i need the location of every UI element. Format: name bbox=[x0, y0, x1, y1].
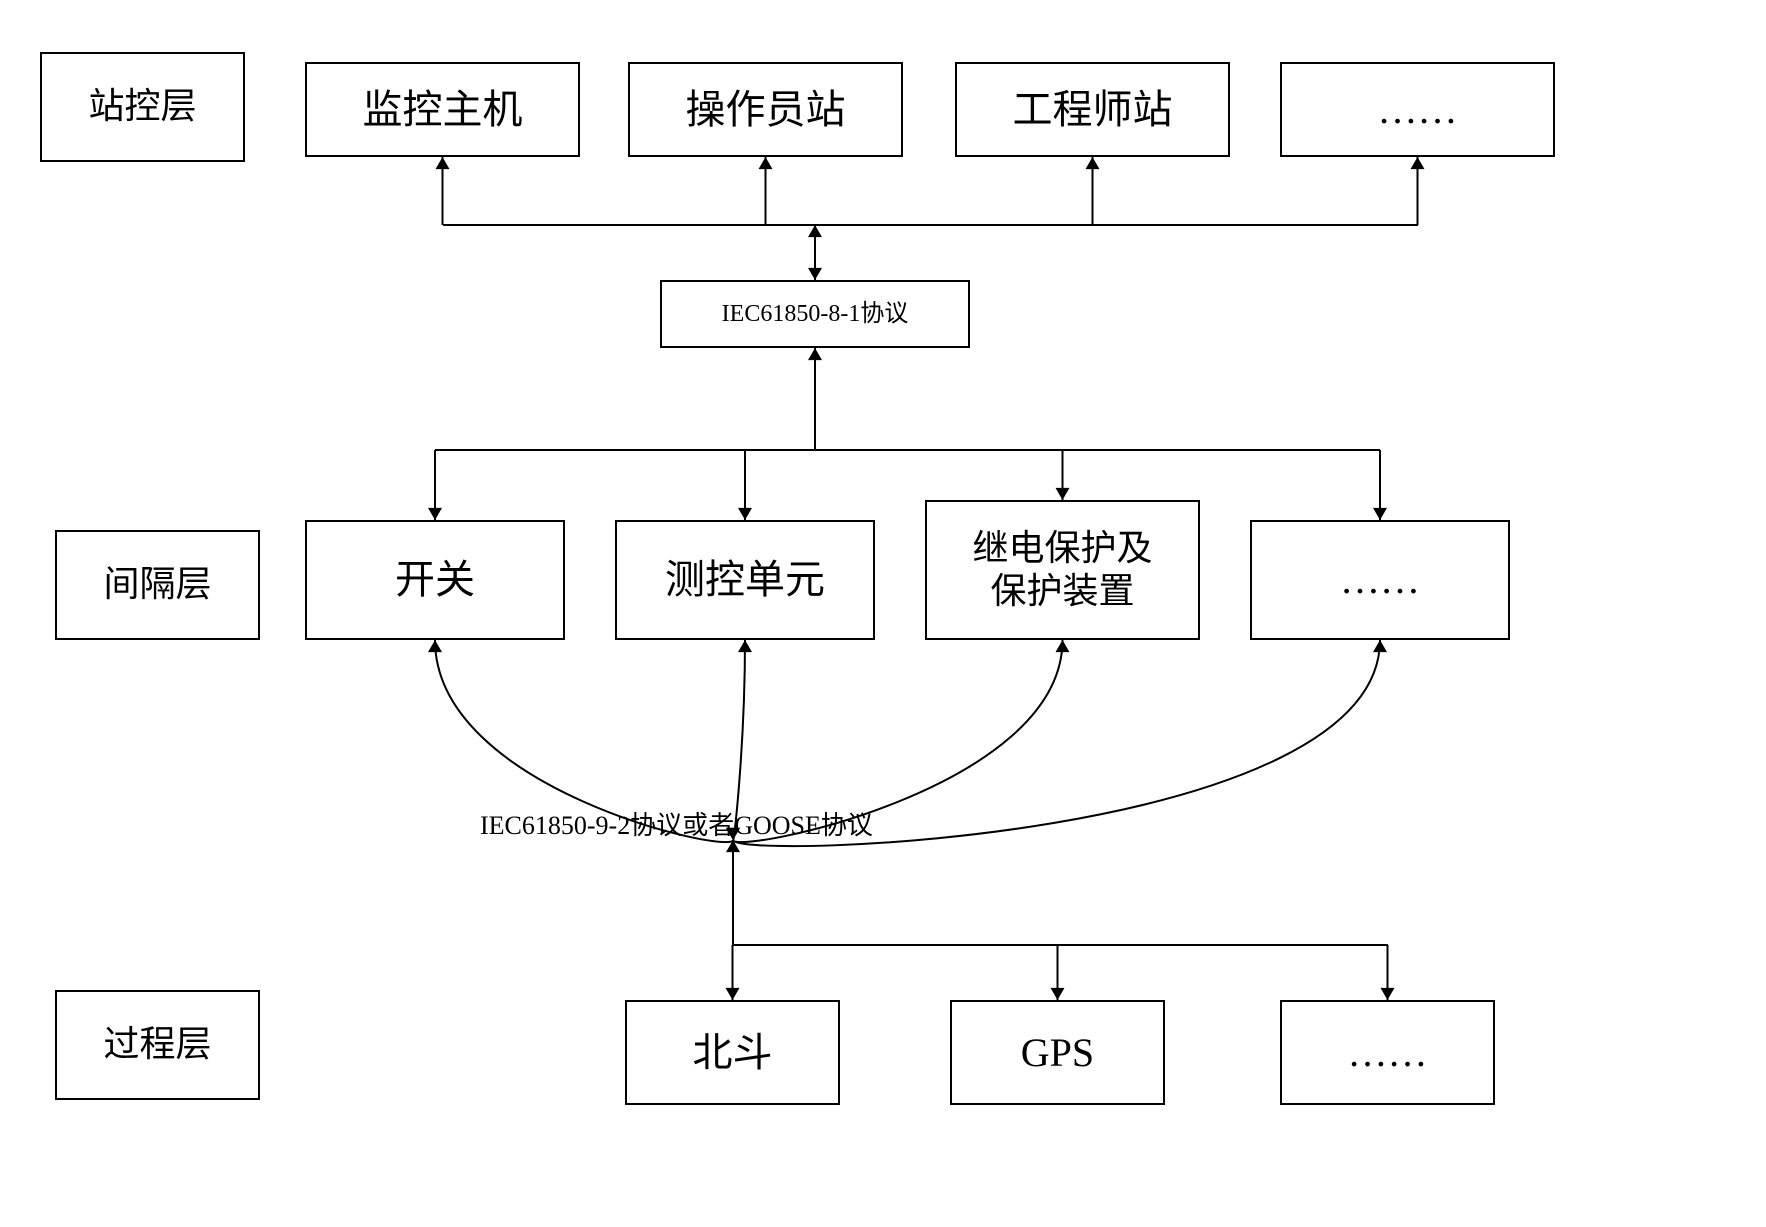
node-n1d: …… bbox=[1280, 62, 1555, 157]
node-n3b: GPS bbox=[950, 1000, 1165, 1105]
node-layer1: 站控层 bbox=[40, 52, 245, 162]
node-n2a: 开关 bbox=[305, 520, 565, 640]
node-label: 站控层 bbox=[88, 85, 196, 128]
node-label: …… bbox=[1348, 1029, 1428, 1077]
node-label: …… bbox=[1378, 86, 1458, 134]
node-n3a: 北斗 bbox=[625, 1000, 840, 1105]
node-label: 工程师站 bbox=[1013, 86, 1173, 134]
node-label: 开关 bbox=[395, 556, 475, 604]
node-label: 监控主机 bbox=[363, 86, 523, 134]
node-layer3: 过程层 bbox=[55, 990, 260, 1100]
node-n2c: 继电保护及 保护装置 bbox=[925, 500, 1200, 640]
node-label: 操作员站 bbox=[686, 86, 846, 134]
node-n2b: 测控单元 bbox=[615, 520, 875, 640]
free-label-proto2: IEC61850-9-2协议或者GOOSE协议 bbox=[480, 805, 873, 842]
node-label: IEC61850-8-1协议 bbox=[722, 300, 909, 329]
node-layer2: 间隔层 bbox=[55, 530, 260, 640]
node-label: 过程层 bbox=[103, 1023, 211, 1066]
node-label: 测控单元 bbox=[665, 556, 825, 604]
node-proto1: IEC61850-8-1协议 bbox=[660, 280, 970, 348]
node-label: 间隔层 bbox=[103, 563, 211, 606]
node-label: 继电保护及 保护装置 bbox=[972, 527, 1152, 613]
node-n1a: 监控主机 bbox=[305, 62, 580, 157]
node-n1b: 操作员站 bbox=[628, 62, 903, 157]
node-label: …… bbox=[1340, 556, 1420, 604]
node-label: 北斗 bbox=[693, 1029, 773, 1077]
node-label: GPS bbox=[1021, 1029, 1094, 1077]
node-n2d: …… bbox=[1250, 520, 1510, 640]
node-n3c: …… bbox=[1280, 1000, 1495, 1105]
node-n1c: 工程师站 bbox=[955, 62, 1230, 157]
